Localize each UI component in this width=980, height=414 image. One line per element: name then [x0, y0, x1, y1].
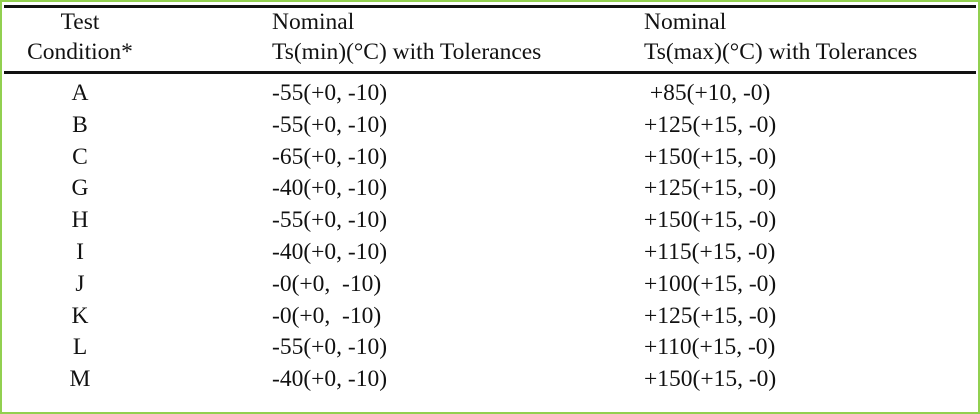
ts-max-cell: +125(+15, -0)	[644, 175, 777, 202]
condition-cell: B	[72, 111, 88, 138]
condition-cell: H	[71, 207, 89, 234]
ts-min-cell: -55(+0, -10)	[272, 111, 388, 138]
ts-max-cell: +100(+15, -0)	[644, 270, 777, 297]
condition-cell: G	[71, 175, 89, 202]
ts-min-cell: -40(+0, -10)	[272, 175, 388, 202]
header-ts-max-line: Ts(max)(°C) with Tolerances	[644, 39, 918, 65]
ts-min-cell: -55(+0, -10)	[272, 207, 388, 234]
condition-cell: A	[71, 80, 89, 106]
ts-min-cell: -40(+0, -10)	[272, 239, 388, 265]
ts-min-cell: -40(+0, -10)	[272, 366, 388, 393]
ts-min-cell: -55(+0, -10)	[272, 334, 388, 361]
ts-max-cell: +125(+15, -0)	[644, 111, 777, 138]
ts-min-cell: -0(+0, -10)	[272, 302, 382, 329]
ts-max-cell: +110(+15, -0)	[644, 334, 776, 361]
ts-min-cell: -55(+0, -10)	[272, 80, 388, 106]
condition-cell: L	[72, 334, 88, 361]
header-test-condition-line: Test	[60, 9, 100, 35]
condition-cell: I	[76, 239, 84, 265]
ts-max-cell: +150(+15, -0)	[644, 143, 777, 170]
header-ts-max-line: Nominal	[644, 9, 727, 35]
condition-cell: M	[69, 366, 91, 393]
header-ts-min-line: Nominal	[272, 9, 355, 35]
header-rule	[4, 71, 976, 74]
ts-max-cell: +85(+10, -0)	[644, 80, 771, 106]
ts-max-cell: +125(+15, -0)	[644, 302, 777, 329]
condition-cell: K	[71, 302, 89, 329]
condition-cell: J	[75, 270, 85, 297]
ts-min-cell: -65(+0, -10)	[272, 143, 388, 170]
ts-max-cell: +150(+15, -0)	[644, 207, 777, 234]
ts-max-cell: +150(+15, -0)	[644, 366, 777, 393]
ts-min-cell: -0(+0, -10)	[272, 270, 382, 297]
top-rule	[4, 5, 976, 8]
header-test-condition-line: Condition*	[27, 39, 133, 65]
header-ts-min-line: Ts(min)(°C) with Tolerances	[272, 39, 542, 65]
ts-max-cell: +115(+15, -0)	[644, 239, 776, 265]
condition-cell: C	[72, 143, 88, 170]
